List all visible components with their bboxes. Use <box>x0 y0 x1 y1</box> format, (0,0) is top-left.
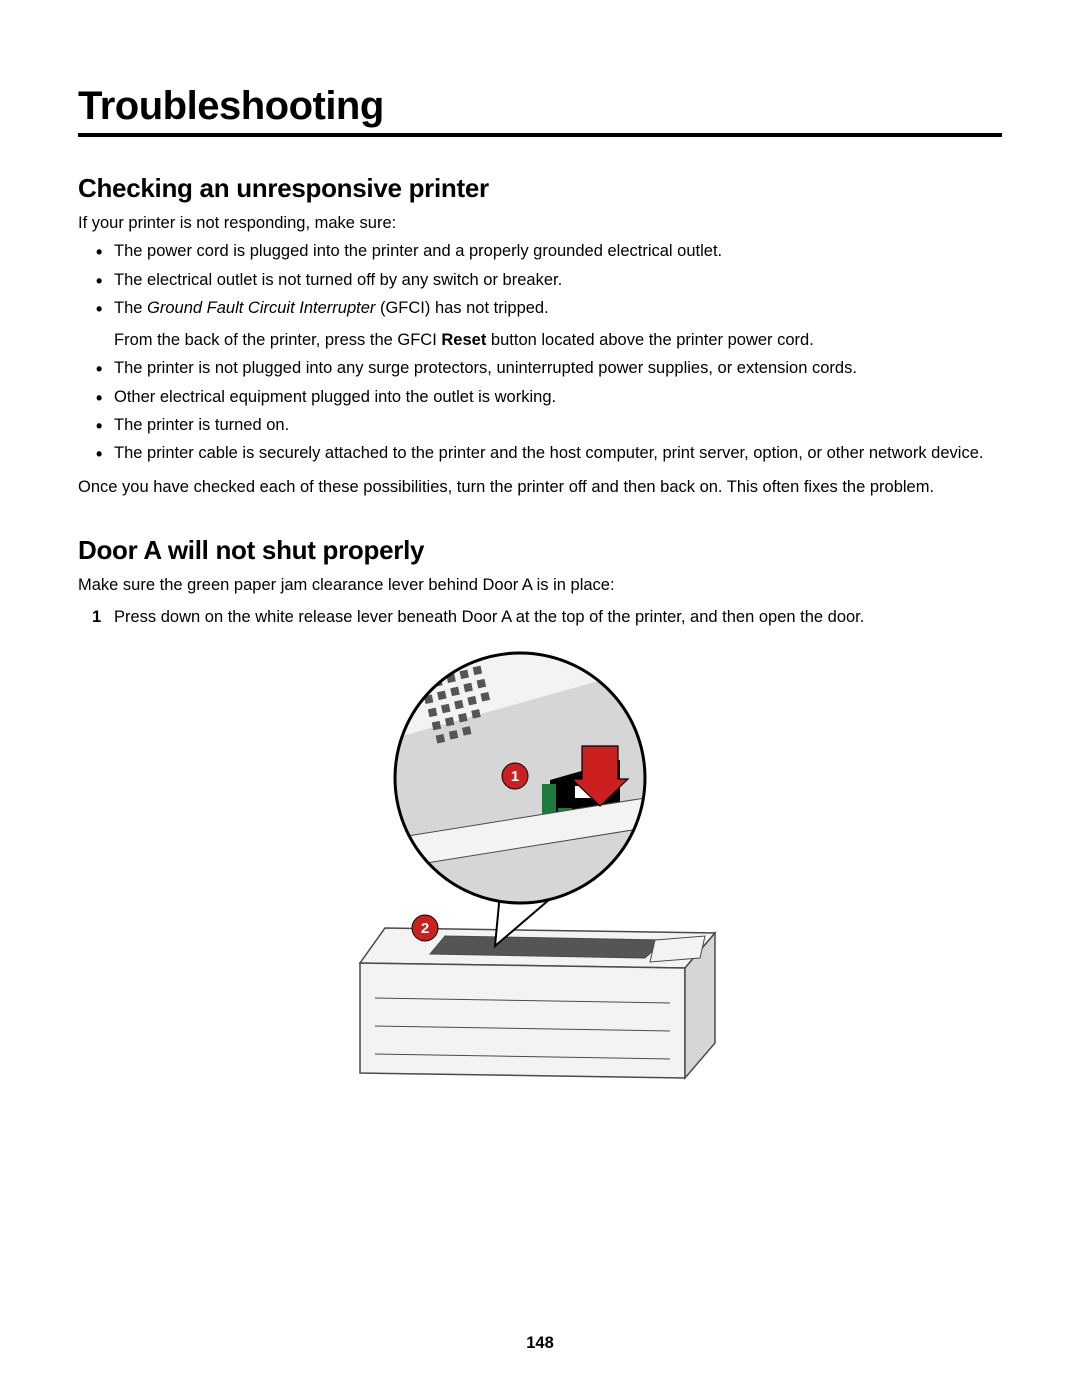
section-heading: Door A will not shut properly <box>78 535 1002 566</box>
bullet-item: Other electrical equipment plugged into … <box>114 386 1002 408</box>
bullet-item: The power cord is plugged into the print… <box>114 240 1002 262</box>
page-title: Troubleshooting <box>78 84 1002 137</box>
text-segment: The printer is turned on. <box>114 416 289 434</box>
page-number: 148 <box>0 1334 1080 1353</box>
bullet-item: The printer is turned on. <box>114 414 1002 436</box>
text-segment: Press down on the white release lever be… <box>114 608 864 626</box>
text-segment: The <box>114 299 147 317</box>
text-segment: Other electrical equipment plugged into … <box>114 388 556 406</box>
bullet-item: The printer cable is securely attached t… <box>114 442 1002 464</box>
bullet-follow: From the back of the printer, press the … <box>114 329 1002 351</box>
text-segment: Reset <box>441 331 486 349</box>
svg-text:1: 1 <box>511 768 519 785</box>
section-intro: Make sure the green paper jam clearance … <box>78 574 1002 596</box>
text-segment: (GFCI) has not tripped. <box>375 299 548 317</box>
text-segment: From the back of the printer, press the … <box>114 331 441 349</box>
text-segment: The printer cable is securely attached t… <box>114 444 983 462</box>
printer-figure: 12 <box>350 648 730 1088</box>
bullet-item: The electrical outlet is not turned off … <box>114 269 1002 291</box>
bullet-item: The printer is not plugged into any surg… <box>114 357 1002 379</box>
section-heading: Checking an unresponsive printer <box>78 173 1002 204</box>
text-segment: The power cord is plugged into the print… <box>114 242 722 260</box>
bullet-item: The Ground Fault Circuit Interrupter (GF… <box>114 297 1002 352</box>
text-segment: The electrical outlet is not turned off … <box>114 271 562 289</box>
section-outro: Once you have checked each of these poss… <box>78 476 1002 498</box>
bullet-list-0: The power cord is plugged into the print… <box>78 240 1002 464</box>
text-segment: button located above the printer power c… <box>486 331 813 349</box>
section-intro: If your printer is not responding, make … <box>78 212 1002 234</box>
manual-page: Troubleshooting Checking an unresponsive… <box>0 0 1080 1128</box>
step-item: Press down on the white release lever be… <box>114 606 1002 628</box>
step-list-1: Press down on the white release lever be… <box>78 606 1002 628</box>
svg-text:2: 2 <box>421 920 429 937</box>
text-segment: The printer is not plugged into any surg… <box>114 359 857 377</box>
text-segment: Ground Fault Circuit Interrupter <box>147 299 375 317</box>
